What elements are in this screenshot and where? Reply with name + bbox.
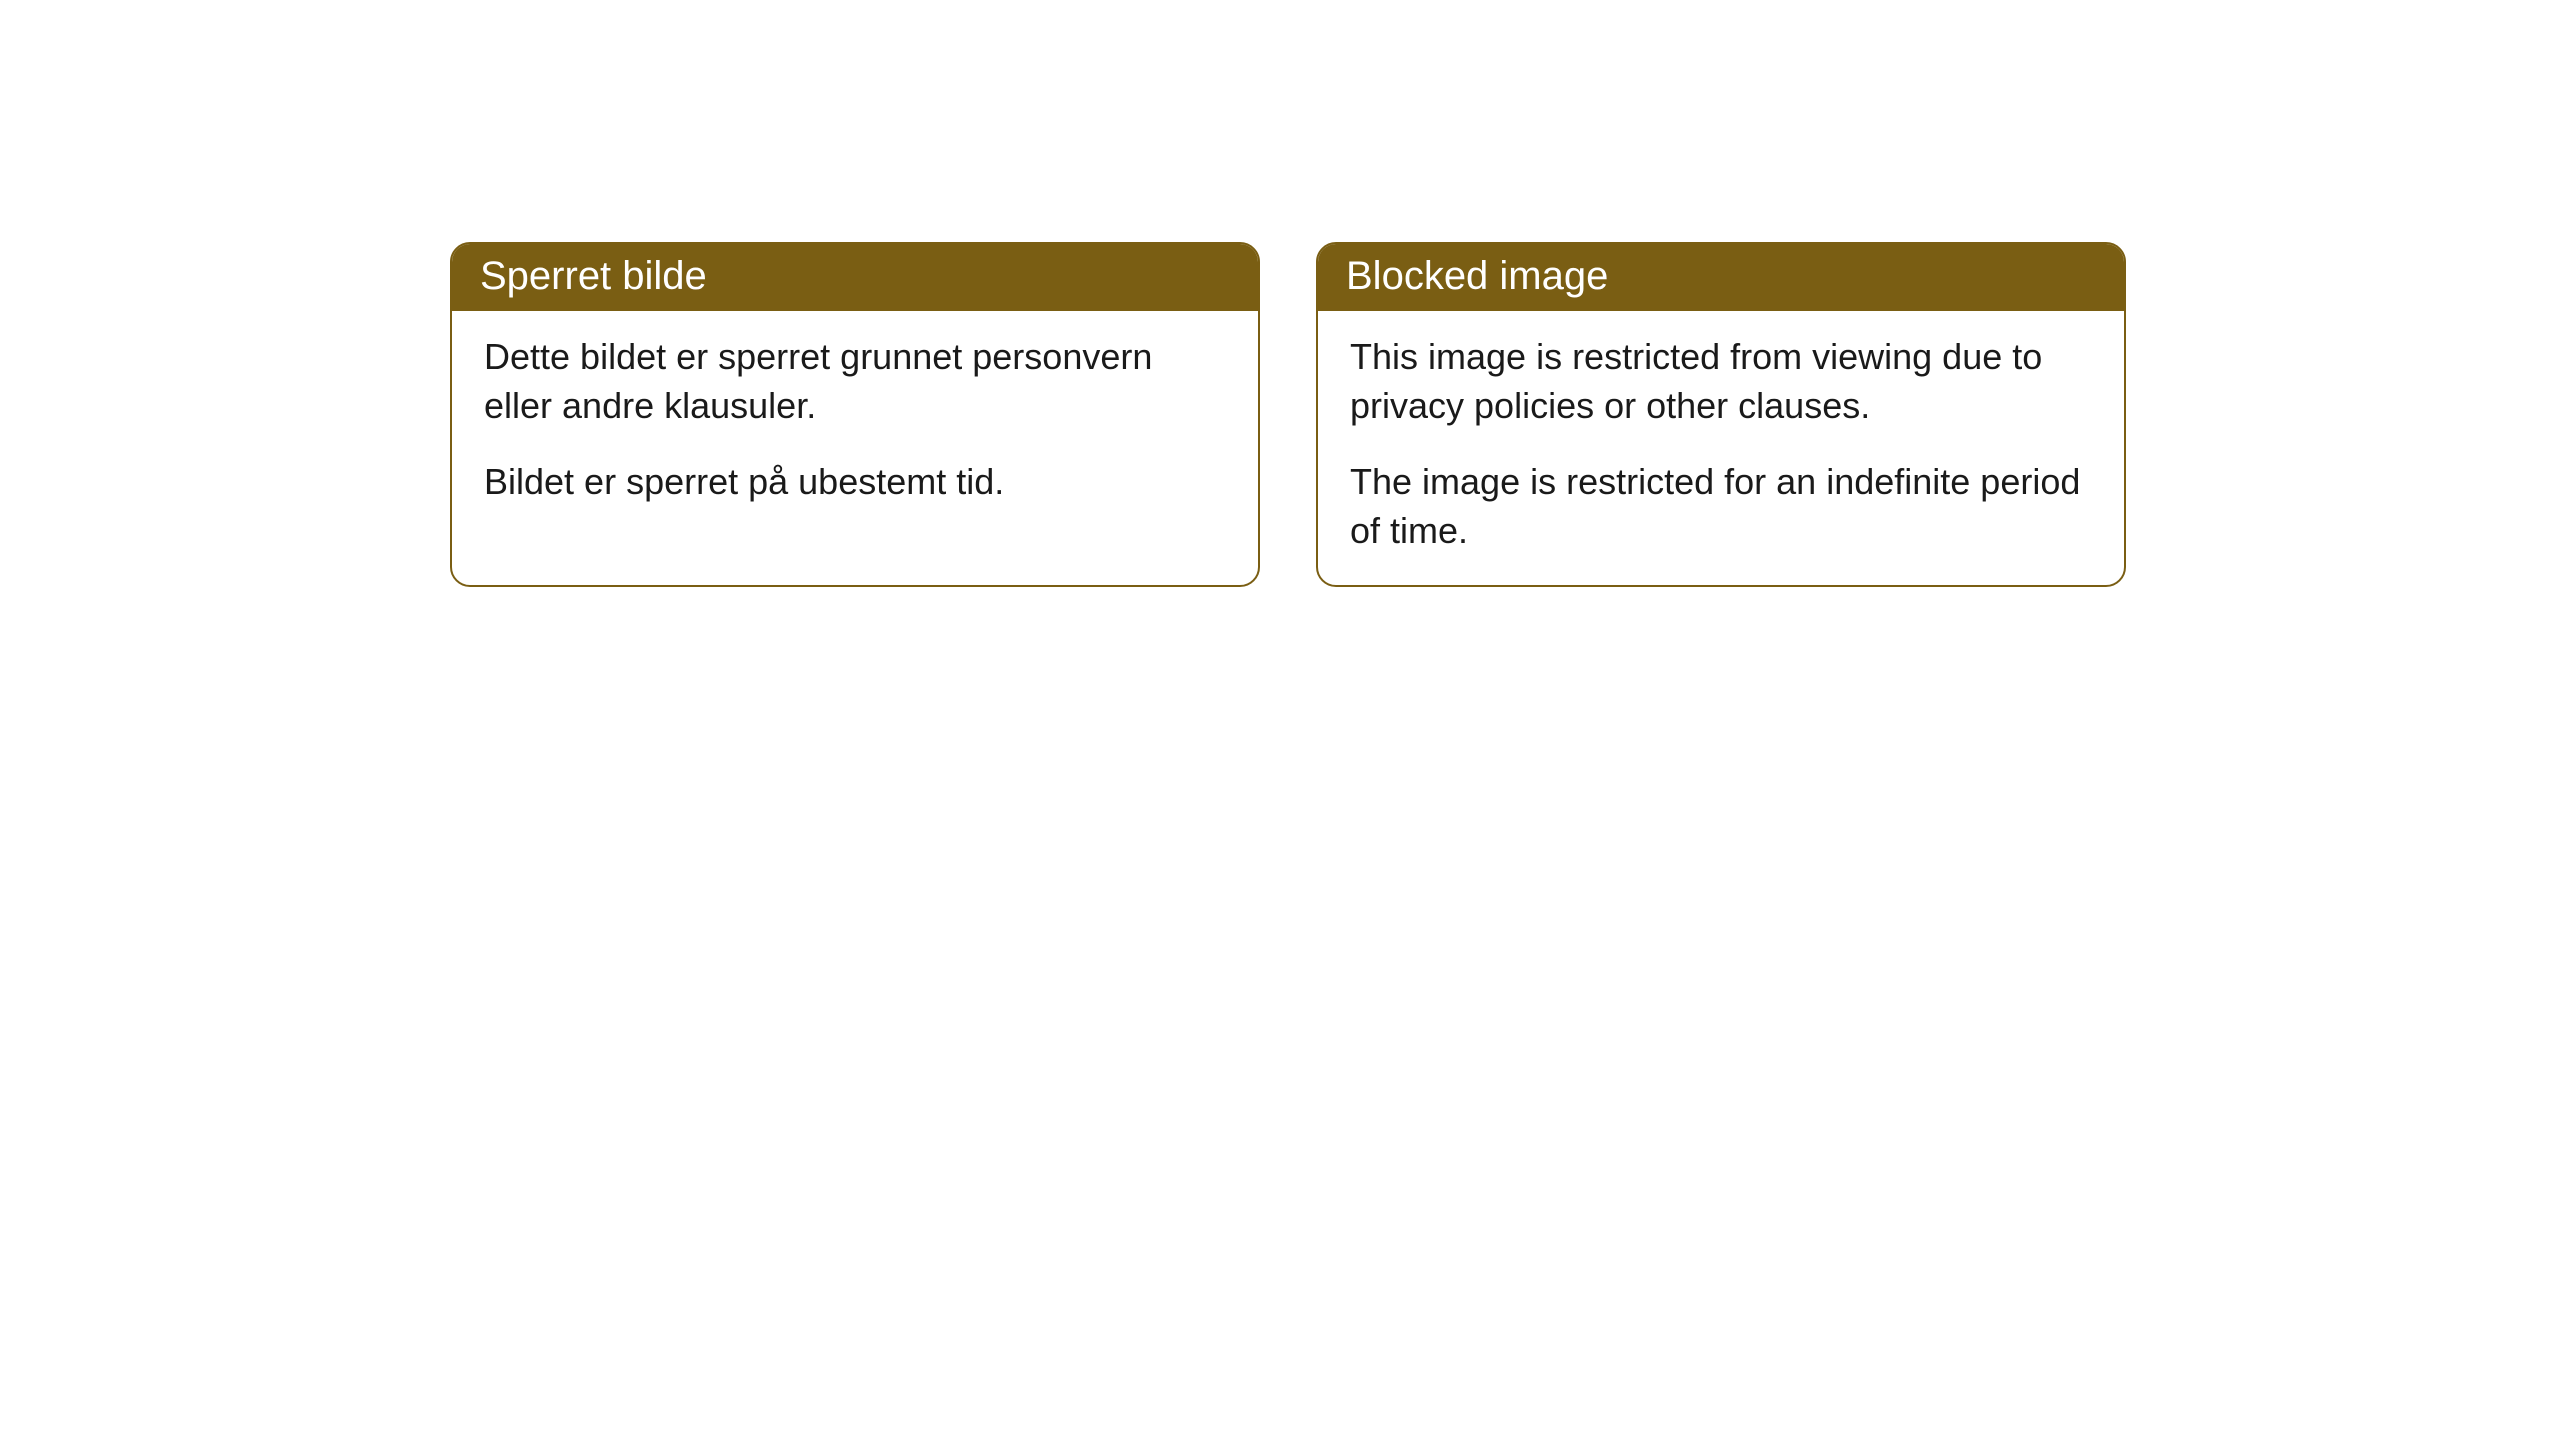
card-title: Sperret bilde: [480, 254, 707, 298]
notice-cards-container: Sperret bilde Dette bildet er sperret gr…: [0, 0, 2560, 587]
card-paragraph: This image is restricted from viewing du…: [1350, 333, 2092, 430]
card-header-english: Blocked image: [1318, 244, 2124, 311]
card-body-english: This image is restricted from viewing du…: [1318, 311, 2124, 585]
card-title: Blocked image: [1346, 254, 1608, 298]
card-paragraph: Bildet er sperret på ubestemt tid.: [484, 458, 1226, 507]
card-body-norwegian: Dette bildet er sperret grunnet personve…: [452, 311, 1258, 537]
notice-card-norwegian: Sperret bilde Dette bildet er sperret gr…: [450, 242, 1260, 587]
notice-card-english: Blocked image This image is restricted f…: [1316, 242, 2126, 587]
card-paragraph: The image is restricted for an indefinit…: [1350, 458, 2092, 555]
card-paragraph: Dette bildet er sperret grunnet personve…: [484, 333, 1226, 430]
card-header-norwegian: Sperret bilde: [452, 244, 1258, 311]
